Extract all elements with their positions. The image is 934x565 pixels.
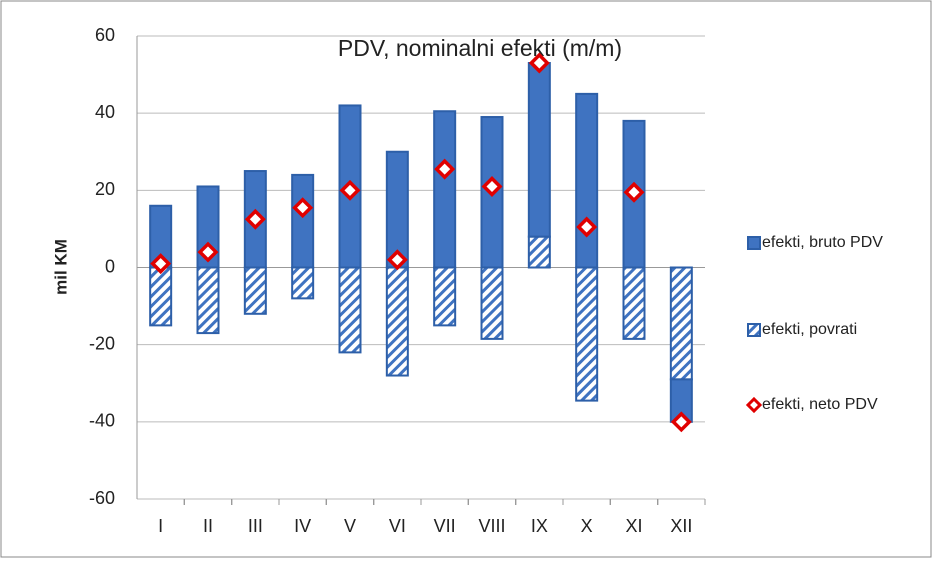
y-tick-label: -60 <box>89 488 115 508</box>
y-tick-label: 0 <box>105 256 115 276</box>
bar-segment <box>575 92 599 269</box>
x-tick-label: V <box>344 516 356 536</box>
legend-label: efekti, neto PDV <box>762 396 878 413</box>
marker <box>528 52 550 74</box>
legend-swatch <box>747 323 761 337</box>
bar-segment <box>243 266 267 315</box>
x-tick-label: II <box>203 516 213 536</box>
x-tick-label: XII <box>670 516 692 536</box>
bar-segment <box>433 266 457 327</box>
marker <box>244 208 266 230</box>
legend-marker <box>745 396 763 414</box>
y-tick-label: 40 <box>95 102 115 122</box>
bar-segment <box>149 266 173 327</box>
legend-label: efekti, povrati <box>762 321 857 338</box>
x-tick-label: XI <box>625 516 642 536</box>
x-tick-label: IV <box>294 516 311 536</box>
bar-segment <box>669 266 693 381</box>
bar-segment <box>575 266 599 402</box>
x-tick-label: VIII <box>478 516 505 536</box>
marker <box>197 241 219 263</box>
marker <box>150 253 172 275</box>
marker <box>292 197 314 219</box>
y-tick-label: 20 <box>95 179 115 199</box>
y-tick-label: 60 <box>95 25 115 45</box>
y-tick-label: -20 <box>89 333 115 353</box>
bar-segment <box>385 266 409 377</box>
legend-swatch <box>747 236 761 250</box>
marker <box>576 216 598 238</box>
marker <box>386 249 408 271</box>
x-tick-label: III <box>248 516 263 536</box>
bar-segment <box>480 266 504 340</box>
x-tick-label: VII <box>434 516 456 536</box>
bar-segment <box>291 266 315 300</box>
y-tick-label: -40 <box>89 411 115 431</box>
marker <box>670 411 692 433</box>
marker <box>434 158 456 180</box>
bar-segment <box>196 266 220 335</box>
x-tick-label: VI <box>389 516 406 536</box>
bar-segment <box>291 173 315 269</box>
bar-segment <box>527 235 551 269</box>
bar-segment <box>622 266 646 340</box>
x-tick-label: I <box>158 516 163 536</box>
marker <box>339 179 361 201</box>
chart-title: PDV, nominalni efekti (m/m) <box>338 35 622 61</box>
marker <box>623 181 645 203</box>
bar-segment <box>527 62 551 238</box>
x-tick-label: IX <box>531 516 548 536</box>
marker <box>481 176 503 197</box>
legend-label: efekti, bruto PDV <box>762 234 883 251</box>
x-tick-label: X <box>581 516 593 536</box>
bar-segment <box>338 266 362 354</box>
y-axis-label: mil KM <box>51 239 70 295</box>
bar-segment <box>433 110 457 269</box>
